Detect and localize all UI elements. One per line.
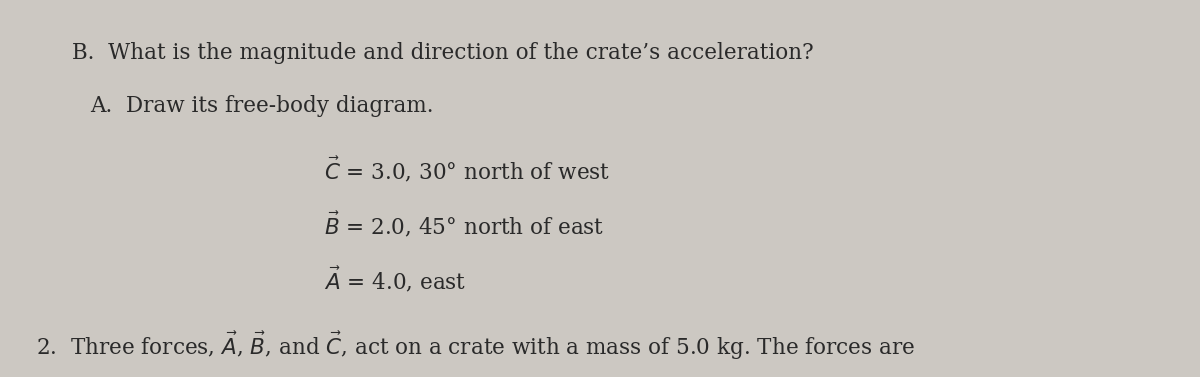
Text: $\vec{A}$ = 4.0, east: $\vec{A}$ = 4.0, east <box>324 265 467 294</box>
Text: A.  Draw its free-body diagram.: A. Draw its free-body diagram. <box>90 95 433 117</box>
Text: 2.  Three forces, $\vec{A}$, $\vec{B}$, and $\vec{C}$, act on a crate with a mas: 2. Three forces, $\vec{A}$, $\vec{B}$, a… <box>36 330 916 362</box>
Text: $\vec{B}$ = 2.0, 45° north of east: $\vec{B}$ = 2.0, 45° north of east <box>324 210 605 239</box>
Text: $\vec{C}$ = 3.0, 30° north of west: $\vec{C}$ = 3.0, 30° north of west <box>324 155 610 184</box>
Text: B.  What is the magnitude and direction of the crate’s acceleration?: B. What is the magnitude and direction o… <box>72 42 814 64</box>
